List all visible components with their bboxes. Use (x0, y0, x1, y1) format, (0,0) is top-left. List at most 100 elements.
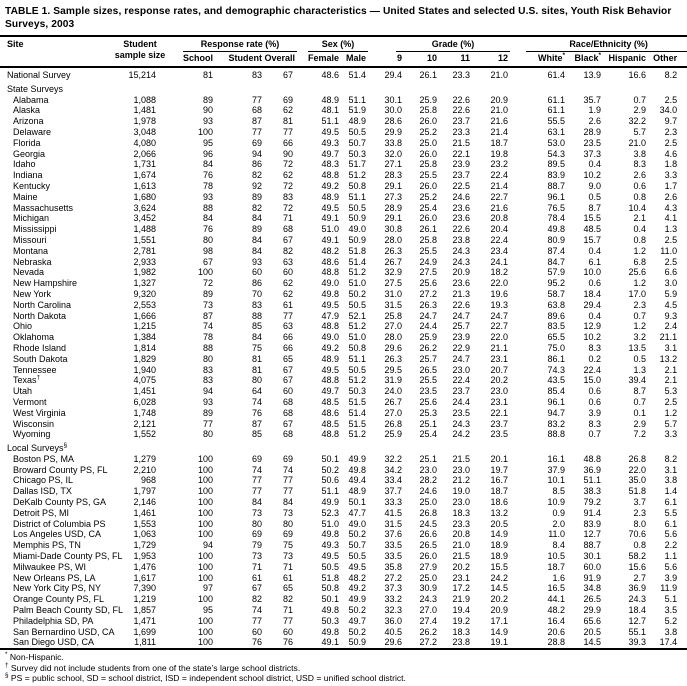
value-cell: 50.9 (348, 637, 367, 648)
value-cell: 43.5 (547, 375, 566, 386)
value-cell: 24.7 (419, 310, 438, 321)
value-cell: 81 (202, 70, 213, 80)
value-cell: 1,552 (133, 429, 156, 440)
sample-size-line1: Student (123, 39, 157, 49)
value-cell: 1,215 (133, 321, 156, 332)
value-cell: 50.5 (348, 126, 367, 137)
value-cell: 25.4 (419, 429, 438, 440)
value-cell: 83 (202, 375, 213, 386)
value-cell: 75 (251, 342, 262, 353)
value-cell: 20.9 (490, 605, 509, 616)
value-cell: 1.7 (664, 180, 678, 191)
value-cell: 71 (283, 213, 294, 224)
value-cell: 71 (283, 561, 294, 572)
value-cell: 71 (251, 561, 262, 572)
value-cell: 82 (283, 594, 294, 605)
value-cell: 29.4 (384, 70, 403, 80)
value-cell: 26.8 (628, 453, 647, 464)
col-header-female: Female (308, 53, 340, 63)
value-cell: 1.4 (664, 486, 678, 497)
value-cell: 82 (283, 245, 294, 256)
table-row: Georgia 2,066 96 94 90 49.7 50.3 32.0 26.0 22.1 19… (0, 149, 687, 160)
value-cell: 22.0 (490, 278, 509, 289)
value-cell: 20.9 (452, 267, 471, 278)
value-cell: 72 (283, 202, 294, 213)
value-cell: 100 (197, 615, 213, 626)
value-cell: 87 (202, 310, 213, 321)
value-cell: 22.4 (490, 234, 509, 245)
value-cell: 26.0 (419, 213, 438, 224)
value-cell: 60 (283, 386, 294, 397)
value-cell: 25.9 (419, 94, 438, 105)
value-cell: 52.1 (348, 310, 367, 321)
value-cell: 26.3 (419, 299, 438, 310)
value-cell: 2,933 (133, 256, 156, 267)
value-cell: 2.6 (588, 116, 602, 127)
value-cell: 90 (283, 148, 294, 159)
value-cell: 51.5 (348, 418, 367, 429)
value-cell: 28.2 (419, 475, 438, 486)
value-cell: 37.7 (384, 486, 403, 497)
value-cell: 100 (197, 507, 213, 518)
value-cell: 77 (251, 615, 262, 626)
value-cell: 16.6 (628, 70, 647, 80)
value-cell: 25.5 (419, 375, 438, 386)
value-cell: 2,553 (133, 299, 156, 310)
value-cell: 14.5 (583, 637, 602, 648)
value-cell: 4.5 (664, 299, 678, 310)
value-cell: 11.0 (660, 245, 678, 256)
value-cell: 48.2 (348, 572, 367, 583)
value-cell: 63 (283, 321, 294, 332)
value-cell: 20.2 (490, 375, 509, 386)
value-cell: 49.9 (321, 497, 340, 508)
site-cell: San Bernardino USD, CA (13, 626, 115, 637)
value-cell: 78 (202, 180, 213, 191)
table-row: Ohio 1,215 74 85 63 48.8 51.2 27.0 24.4 25.7 22.7 8… (0, 321, 687, 332)
value-cell: 1,488 (133, 224, 156, 235)
value-cell: 81 (283, 116, 294, 127)
value-cell: 58.2 (628, 551, 647, 562)
value-cell: 100 (197, 453, 213, 464)
value-cell: 23.3 (452, 126, 471, 137)
value-cell: 75 (283, 540, 294, 551)
value-cell: 8.3 (588, 342, 602, 353)
value-cell: 51.5 (348, 396, 367, 407)
value-cell: 67 (251, 583, 262, 594)
value-cell: 23.5 (452, 407, 471, 418)
value-cell: 27.2 (384, 572, 403, 583)
value-cell: 24.1 (490, 256, 509, 267)
value-cell: 61.1 (547, 105, 566, 116)
value-cell: 76 (202, 170, 213, 181)
value-cell: 3.8 (633, 148, 647, 159)
value-cell: 18.7 (547, 561, 566, 572)
value-cell: 77 (251, 126, 262, 137)
value-cell: 25.8 (419, 234, 438, 245)
value-cell: 67 (283, 234, 294, 245)
value-cell: 2.2 (664, 540, 678, 551)
value-cell: 27.4 (419, 615, 438, 626)
value-cell: 85.4 (547, 386, 566, 397)
value-cell: 1.3 (664, 224, 678, 235)
site-cell: New Orleans PS, LA (13, 572, 96, 583)
value-cell: 100 (197, 126, 213, 137)
table-body: National Survey 15,214 81 83 67 48.6 51.4 29.4 2… (0, 67, 687, 650)
table-row: San Bernardino USD, CA 1,699 100 60 60 49.8 50… (0, 627, 687, 638)
value-cell: 48.9 (321, 94, 340, 105)
value-cell: 84 (251, 245, 262, 256)
site-cell: New York (13, 288, 52, 299)
value-cell: 23.9 (452, 159, 471, 170)
document-page: TABLE 1. Sample sizes, response rates, a… (0, 5, 687, 684)
value-cell: 51.2 (348, 375, 367, 386)
value-cell: 1,551 (133, 234, 156, 245)
value-cell: 1.2 (664, 407, 678, 418)
value-cell: 22.6 (452, 105, 471, 116)
value-cell: 50.2 (348, 605, 367, 616)
value-cell: 2.1 (664, 375, 678, 386)
col-header-white: White* (538, 52, 566, 63)
value-cell: 24.3 (419, 594, 438, 605)
value-cell: 0.4 (633, 224, 647, 235)
footnote-marker: * (562, 52, 566, 59)
value-cell: 49.0 (348, 224, 367, 235)
value-cell: 93 (202, 116, 213, 127)
value-cell: 50.8 (348, 342, 367, 353)
